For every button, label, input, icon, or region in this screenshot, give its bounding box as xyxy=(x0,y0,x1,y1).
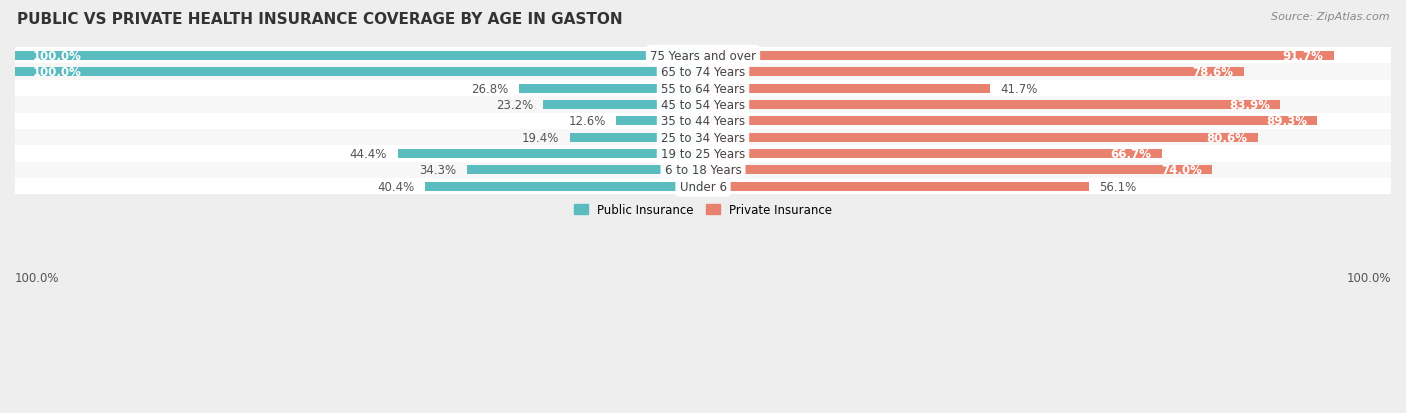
FancyBboxPatch shape xyxy=(703,101,1281,109)
FancyBboxPatch shape xyxy=(616,117,703,126)
FancyBboxPatch shape xyxy=(15,97,1391,113)
Legend: Public Insurance, Private Insurance: Public Insurance, Private Insurance xyxy=(569,199,837,221)
FancyBboxPatch shape xyxy=(703,117,1317,126)
Text: 89.3%: 89.3% xyxy=(1265,115,1308,128)
Text: 40.4%: 40.4% xyxy=(377,180,415,193)
Text: PUBLIC VS PRIVATE HEALTH INSURANCE COVERAGE BY AGE IN GASTON: PUBLIC VS PRIVATE HEALTH INSURANCE COVER… xyxy=(17,12,623,27)
FancyBboxPatch shape xyxy=(569,133,703,142)
Text: 75 Years and over: 75 Years and over xyxy=(650,50,756,63)
Text: 45 to 54 Years: 45 to 54 Years xyxy=(661,99,745,112)
Text: 80.6%: 80.6% xyxy=(1206,131,1247,144)
FancyBboxPatch shape xyxy=(15,178,1391,195)
Text: Source: ZipAtlas.com: Source: ZipAtlas.com xyxy=(1271,12,1389,22)
Text: 78.6%: 78.6% xyxy=(1192,66,1233,79)
Text: 100.0%: 100.0% xyxy=(32,66,82,79)
FancyBboxPatch shape xyxy=(15,146,1391,162)
Text: 65 to 74 Years: 65 to 74 Years xyxy=(661,66,745,79)
FancyBboxPatch shape xyxy=(15,68,703,77)
FancyBboxPatch shape xyxy=(15,162,1391,178)
Text: Under 6: Under 6 xyxy=(679,180,727,193)
Text: 56.1%: 56.1% xyxy=(1099,180,1136,193)
Text: 74.0%: 74.0% xyxy=(1161,164,1202,177)
Text: 100.0%: 100.0% xyxy=(32,50,82,63)
Text: 35 to 44 Years: 35 to 44 Years xyxy=(661,115,745,128)
FancyBboxPatch shape xyxy=(703,166,1212,175)
Text: 25 to 34 Years: 25 to 34 Years xyxy=(661,131,745,144)
Text: 83.9%: 83.9% xyxy=(1229,99,1270,112)
FancyBboxPatch shape xyxy=(15,113,1391,130)
FancyBboxPatch shape xyxy=(15,52,703,61)
Text: 19 to 25 Years: 19 to 25 Years xyxy=(661,147,745,161)
FancyBboxPatch shape xyxy=(703,84,990,93)
FancyBboxPatch shape xyxy=(703,182,1090,191)
FancyBboxPatch shape xyxy=(543,101,703,109)
Text: 100.0%: 100.0% xyxy=(1347,271,1391,284)
FancyBboxPatch shape xyxy=(15,81,1391,97)
Text: 19.4%: 19.4% xyxy=(522,131,560,144)
Text: 34.3%: 34.3% xyxy=(419,164,457,177)
FancyBboxPatch shape xyxy=(425,182,703,191)
FancyBboxPatch shape xyxy=(703,68,1244,77)
Text: 100.0%: 100.0% xyxy=(15,271,59,284)
FancyBboxPatch shape xyxy=(703,150,1161,159)
FancyBboxPatch shape xyxy=(703,133,1257,142)
Text: 66.7%: 66.7% xyxy=(1111,147,1152,161)
Text: 55 to 64 Years: 55 to 64 Years xyxy=(661,82,745,95)
FancyBboxPatch shape xyxy=(15,48,1391,64)
FancyBboxPatch shape xyxy=(703,52,1334,61)
FancyBboxPatch shape xyxy=(519,84,703,93)
Text: 44.4%: 44.4% xyxy=(350,147,387,161)
FancyBboxPatch shape xyxy=(467,166,703,175)
Text: 91.7%: 91.7% xyxy=(1282,50,1323,63)
FancyBboxPatch shape xyxy=(398,150,703,159)
Text: 23.2%: 23.2% xyxy=(496,99,533,112)
Text: 26.8%: 26.8% xyxy=(471,82,509,95)
Text: 41.7%: 41.7% xyxy=(1000,82,1038,95)
FancyBboxPatch shape xyxy=(15,64,1391,81)
Text: 6 to 18 Years: 6 to 18 Years xyxy=(665,164,741,177)
FancyBboxPatch shape xyxy=(15,130,1391,146)
Text: 12.6%: 12.6% xyxy=(568,115,606,128)
